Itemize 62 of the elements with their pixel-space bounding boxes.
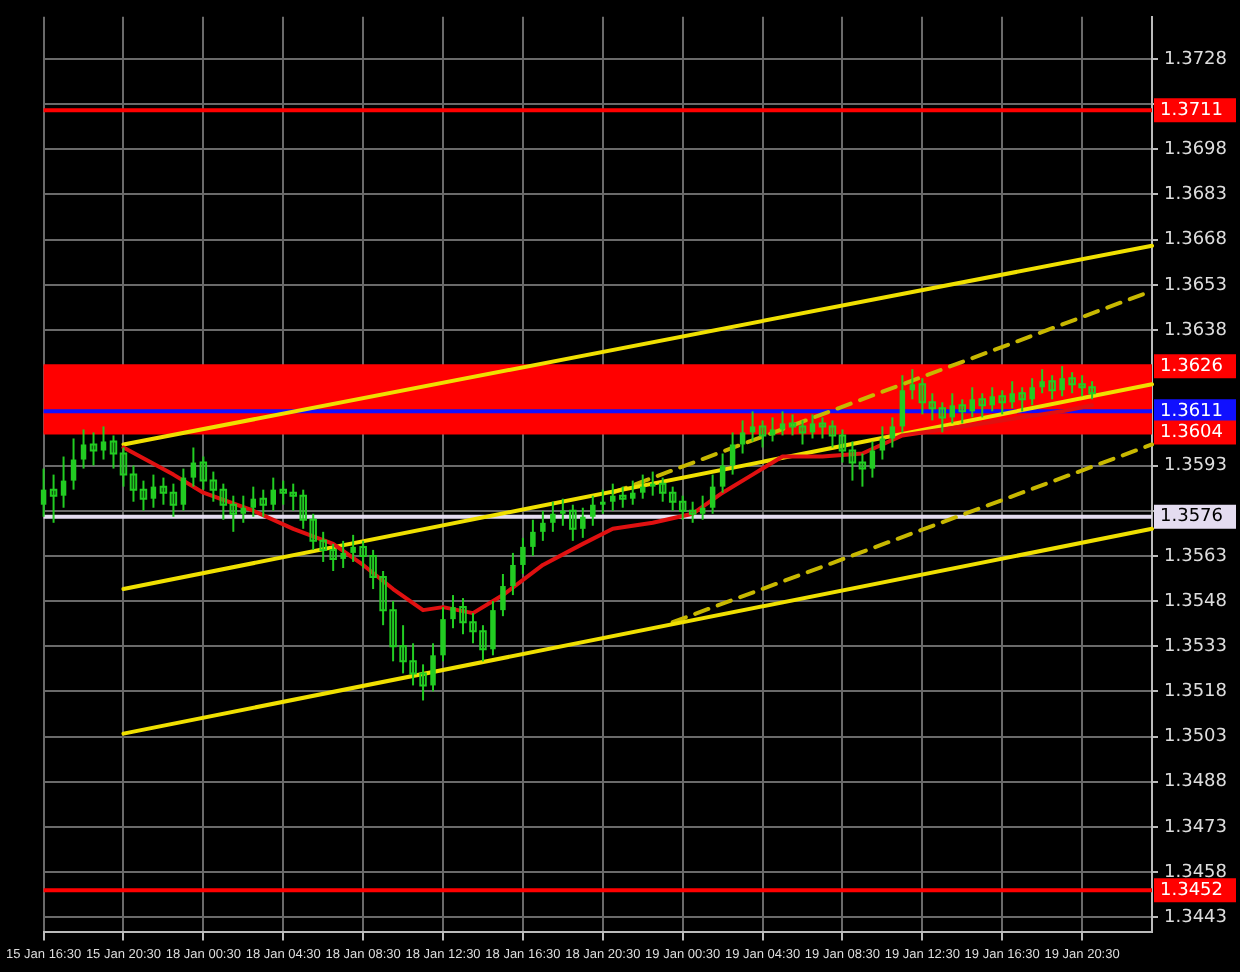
y-tick-label: 1.3653	[1164, 275, 1227, 296]
y-tick-label: 1.3548	[1164, 591, 1228, 612]
ref-line-label: 1.3604	[1160, 423, 1224, 444]
candlestick	[709, 473, 716, 515]
candlestick	[739, 419, 746, 455]
candlestick	[869, 440, 876, 479]
y-tick-label: 1.3683	[1164, 185, 1227, 206]
ref-line-label: 1.3626	[1160, 356, 1224, 377]
candlestick	[749, 410, 756, 443]
y-tick-label: 1.3503	[1164, 727, 1227, 748]
candlestick	[879, 425, 886, 461]
candlestick	[250, 485, 257, 518]
candlestick	[600, 488, 606, 515]
candlestick	[100, 425, 107, 461]
y-tick-label: 1.3668	[1164, 230, 1228, 251]
candlestick	[729, 431, 736, 476]
candlestick	[240, 494, 247, 524]
candlestick	[150, 473, 157, 509]
candlestick	[259, 488, 268, 518]
candlestick	[190, 446, 197, 488]
candlestick	[889, 416, 896, 449]
y-tick-label: 1.3638	[1164, 320, 1228, 341]
candlestick	[500, 572, 506, 618]
candlestick	[909, 368, 916, 401]
candlestick	[949, 392, 956, 425]
ref-line-label: 1.3452	[1160, 880, 1223, 901]
y-tick-label: 1.3443	[1164, 908, 1227, 929]
candlestick	[180, 467, 187, 512]
candlestick	[899, 374, 906, 434]
candlestick	[809, 413, 816, 440]
y-tick-label: 1.3488	[1164, 772, 1228, 793]
y-tick-label: 1.3698	[1164, 140, 1228, 161]
candlestick	[520, 536, 526, 575]
candlestick	[60, 455, 67, 509]
y-tick-label: 1.3728	[1164, 49, 1228, 70]
candlestick	[758, 419, 767, 449]
y-tick-label: 1.3563	[1164, 546, 1227, 567]
candlestick	[699, 494, 706, 521]
candlestick	[719, 452, 726, 494]
y-tick-label: 1.3593	[1164, 456, 1227, 477]
y-tick-label: 1.3473	[1164, 817, 1227, 838]
candlestick	[530, 518, 536, 557]
y-tick-label: 1.3518	[1164, 682, 1228, 703]
candlestick	[510, 551, 516, 597]
ref-line-label: 1.3576	[1160, 507, 1224, 528]
ref-line-label: 1.3711	[1160, 100, 1223, 121]
y-tick-label: 1.3458	[1164, 862, 1228, 883]
y-tick-label: 1.3533	[1164, 636, 1227, 657]
ref-line-label: 1.3611	[1160, 402, 1223, 423]
candlestick	[89, 431, 98, 467]
candlestick	[70, 437, 77, 491]
candlestick	[80, 428, 87, 470]
candlestick	[958, 398, 967, 425]
candlestick	[440, 606, 446, 663]
candlestick	[590, 494, 596, 527]
candlestick	[40, 467, 47, 518]
candlestick	[769, 416, 776, 443]
candlestick	[49, 473, 58, 524]
candlestick	[779, 410, 786, 437]
candlestick	[540, 509, 546, 542]
candlestick	[550, 500, 556, 533]
candlestick	[639, 473, 646, 500]
